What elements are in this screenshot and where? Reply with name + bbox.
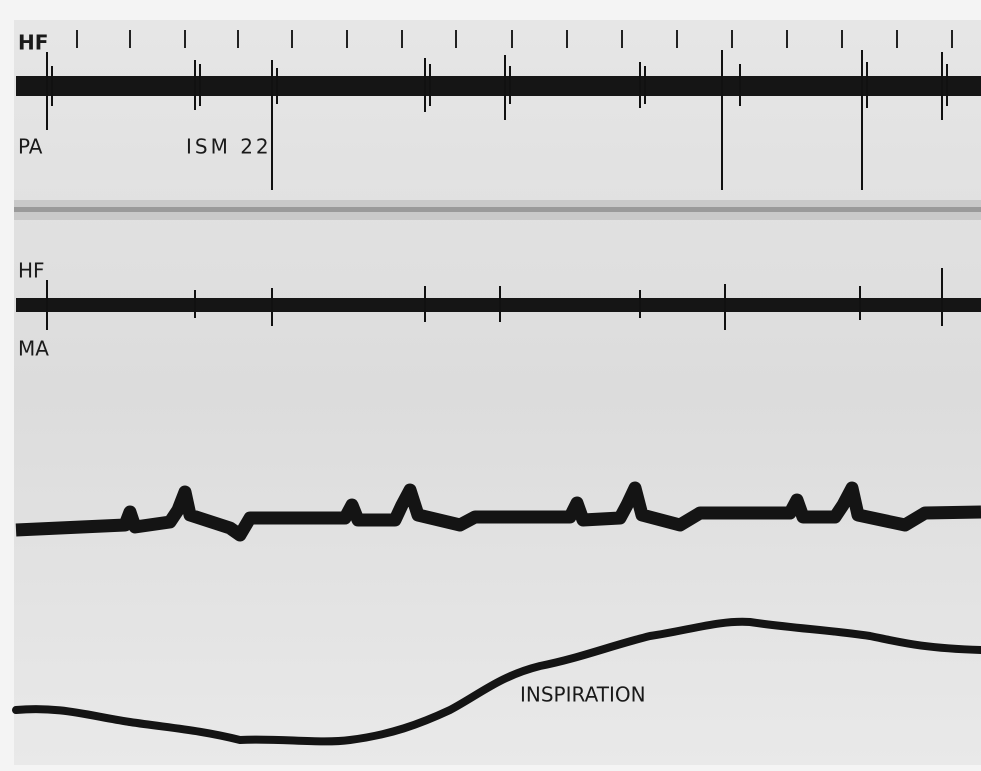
separator-line [14, 207, 981, 212]
film [14, 20, 981, 765]
respiration-trace [12, 617, 981, 746]
trace-sublabel: MA [18, 337, 49, 361]
pulse-trace [15, 481, 981, 542]
trace-label: HF [18, 259, 45, 283]
trace-label: HF [18, 31, 48, 55]
trace-sublabel: PA [18, 135, 43, 159]
time-marks [76, 30, 953, 48]
annotation: ISM 22 [186, 135, 272, 159]
respiration-label: INSPIRATION [520, 683, 646, 707]
trace-pa [16, 50, 981, 190]
trace-ma [16, 268, 981, 330]
